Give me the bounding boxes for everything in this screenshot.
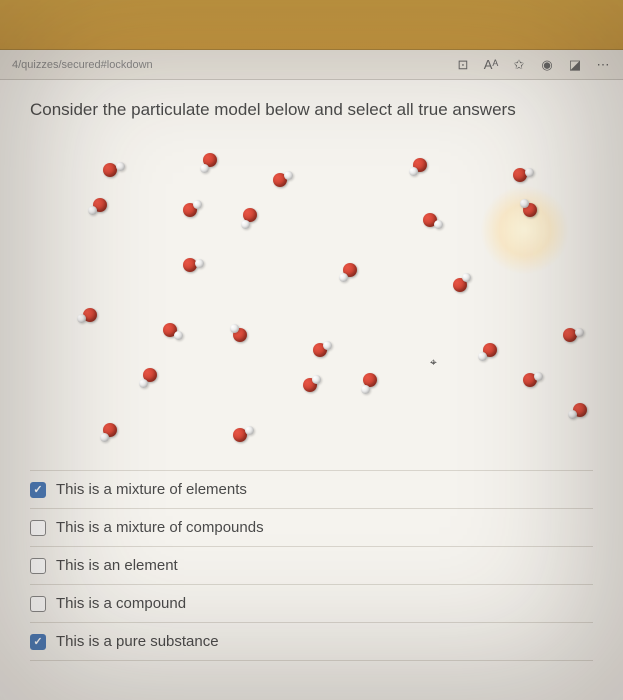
answer-option[interactable]: This is an element xyxy=(30,546,593,584)
molecule xyxy=(230,425,250,445)
atom-white xyxy=(195,259,204,268)
atom-white xyxy=(525,168,534,177)
atom-white xyxy=(88,206,97,215)
answer-label: This is a pure substance xyxy=(56,633,219,650)
answer-checkbox[interactable] xyxy=(30,520,46,536)
molecule xyxy=(230,325,250,345)
extension-icon[interactable]: ◪ xyxy=(567,57,583,73)
atom-white xyxy=(284,171,293,180)
molecule xyxy=(520,370,540,390)
atom-white xyxy=(100,433,109,442)
atom-white xyxy=(193,200,202,209)
atom-white xyxy=(200,164,209,173)
molecule xyxy=(90,195,110,215)
atom-white xyxy=(534,372,543,381)
url-text: 4/quizzes/secured#lockdown xyxy=(12,59,153,71)
favorite-icon[interactable]: ✩ xyxy=(511,57,527,73)
atom-white xyxy=(116,162,125,171)
molecule xyxy=(100,160,120,180)
molecule xyxy=(160,320,180,340)
toolbar-icons: ⊡ Aᴬ ✩ ◉ ◪ ⋯ xyxy=(455,57,611,73)
atom-white xyxy=(520,199,529,208)
quiz-content: Consider the particulate model below and… xyxy=(0,80,623,700)
question-prompt: Consider the particulate model below and… xyxy=(30,100,593,120)
cursor-icon: ⌖ xyxy=(430,355,437,370)
answer-list: This is a mixture of elements This is a m… xyxy=(30,470,593,661)
molecule xyxy=(100,420,120,440)
answer-option[interactable]: This is a pure substance xyxy=(30,622,593,661)
molecule xyxy=(420,210,440,230)
atom-white xyxy=(361,385,370,394)
atom-white xyxy=(139,379,148,388)
answer-option[interactable]: This is a mixture of elements xyxy=(30,470,593,508)
molecule xyxy=(570,400,590,420)
text-size-icon[interactable]: Aᴬ xyxy=(483,57,499,73)
molecule xyxy=(310,340,330,360)
answer-checkbox[interactable] xyxy=(30,558,46,574)
atom-white xyxy=(312,375,321,384)
atom-white xyxy=(230,324,239,333)
menu-icon[interactable]: ⋯ xyxy=(595,57,611,73)
answer-option[interactable]: This is a compound xyxy=(30,584,593,622)
atom-white xyxy=(241,220,250,229)
atom-white xyxy=(462,273,471,282)
atom-white xyxy=(575,328,584,337)
molecule xyxy=(200,150,220,170)
molecule xyxy=(450,275,470,295)
answer-checkbox[interactable] xyxy=(30,596,46,612)
atom-white xyxy=(245,426,254,435)
molecule xyxy=(240,205,260,225)
atom-white xyxy=(77,314,86,323)
atom-white xyxy=(478,352,487,361)
molecule xyxy=(80,305,100,325)
molecule xyxy=(140,365,160,385)
atom-white xyxy=(174,331,183,340)
atom-white xyxy=(568,410,577,419)
atom-red xyxy=(103,163,117,177)
answer-label: This is a mixture of elements xyxy=(56,481,247,498)
molecule xyxy=(510,165,530,185)
molecule xyxy=(520,200,540,220)
molecule xyxy=(360,370,380,390)
molecule xyxy=(410,155,430,175)
browser-top-bar xyxy=(0,0,623,50)
molecule xyxy=(180,255,200,275)
atom-white xyxy=(434,220,443,229)
molecule xyxy=(300,375,320,395)
atom-white xyxy=(339,273,348,282)
molecule xyxy=(270,170,290,190)
molecule xyxy=(480,340,500,360)
molecule xyxy=(560,325,580,345)
molecule xyxy=(340,260,360,280)
profile-icon[interactable]: ◉ xyxy=(539,57,555,73)
answer-label: This is a mixture of compounds xyxy=(56,519,264,536)
atom-white xyxy=(409,167,418,176)
particle-model-diagram: ⌖ xyxy=(30,140,593,450)
answer-checkbox[interactable] xyxy=(30,634,46,650)
molecule xyxy=(180,200,200,220)
atom-white xyxy=(323,341,332,350)
answer-label: This is a compound xyxy=(56,595,186,612)
answer-checkbox[interactable] xyxy=(30,482,46,498)
answer-option[interactable]: This is a mixture of compounds xyxy=(30,508,593,546)
answer-label: This is an element xyxy=(56,557,178,574)
browser-tab-bar: 4/quizzes/secured#lockdown ⊡ Aᴬ ✩ ◉ ◪ ⋯ xyxy=(0,50,623,80)
reader-icon[interactable]: ⊡ xyxy=(455,57,471,73)
